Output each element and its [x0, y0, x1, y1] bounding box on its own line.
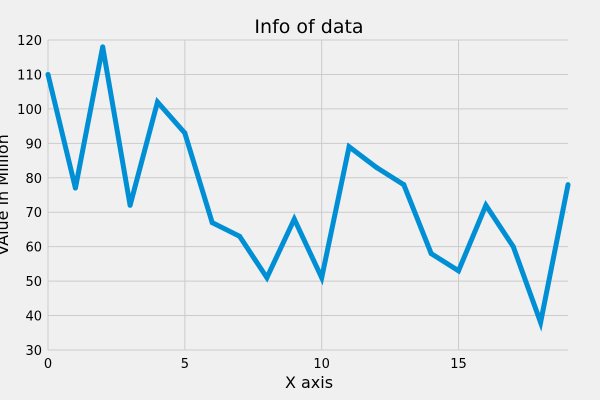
series-layer	[45, 44, 571, 332]
y-axis-title: VAlue in Million	[0, 134, 12, 256]
y-tick-label: 80	[25, 172, 42, 187]
data-point	[127, 202, 133, 208]
data-point	[373, 164, 379, 170]
x-axis-title: X axis	[285, 373, 333, 392]
y-ticks: 30 40 50 60 70 80 90 100 110 120	[17, 34, 42, 359]
data-point	[100, 44, 106, 50]
data-point	[264, 275, 270, 281]
x-ticks: 0 5 10 15	[44, 357, 467, 372]
y-tick-label: 40	[25, 310, 42, 325]
data-point	[565, 182, 571, 188]
x-tick-label: 10	[313, 357, 330, 372]
data-point	[209, 220, 215, 226]
data-point	[45, 71, 51, 77]
data-point	[291, 216, 297, 222]
y-tick-label: 110	[17, 68, 42, 83]
y-tick-label: 50	[25, 275, 42, 290]
chart-title: Info of data	[254, 16, 363, 38]
data-point	[154, 99, 160, 105]
data-point	[538, 319, 544, 325]
y-tick-label: 90	[25, 137, 42, 152]
data-point	[319, 275, 325, 281]
data-point	[456, 268, 462, 274]
x-tick-label: 15	[450, 357, 467, 372]
data-point	[428, 251, 434, 257]
y-tick-label: 60	[25, 241, 42, 256]
data-point	[401, 182, 407, 188]
data-point	[237, 233, 243, 239]
x-tick-label: 0	[44, 357, 52, 372]
y-tick-label: 120	[17, 34, 42, 49]
y-tick-label: 30	[25, 344, 42, 359]
y-tick-label: 100	[17, 103, 42, 118]
x-tick-label: 5	[181, 357, 189, 372]
series-line	[45, 46, 571, 332]
data-point	[182, 130, 188, 136]
data-point	[72, 185, 78, 191]
data-point	[483, 202, 489, 208]
data-point	[346, 144, 352, 150]
data-point	[510, 244, 516, 250]
grid	[47, 39, 568, 351]
y-tick-label: 70	[25, 206, 42, 221]
